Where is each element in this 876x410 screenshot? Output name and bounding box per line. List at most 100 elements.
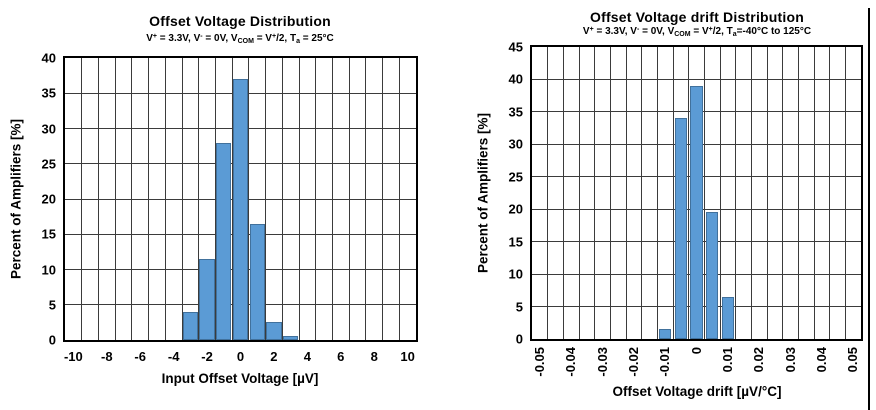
- y-tick-label: 30: [508, 136, 523, 152]
- histogram-bar: [216, 142, 232, 340]
- subtitle-segment: = V: [690, 26, 709, 37]
- gridline-vertical: [813, 47, 815, 339]
- histogram-bar: [721, 296, 735, 339]
- x-tick-label: 0.04: [813, 347, 829, 373]
- subtitle-segment: COM: [674, 31, 691, 38]
- x-tick-label: 0.05: [845, 347, 861, 373]
- gridline-vertical: [703, 47, 705, 339]
- x-tick-label: -4: [167, 349, 180, 364]
- x-axis-title: Input Offset Voltage [µV]: [161, 371, 319, 386]
- subtitle-segment: = 0V, V: [639, 26, 675, 37]
- y-tick-label: 15: [41, 226, 56, 242]
- x-tick-label: -0.02: [625, 347, 641, 377]
- x-tick-label: -6: [134, 349, 146, 364]
- histogram-bar: [658, 328, 672, 339]
- chart-title: Offset Voltage drift Distribution: [589, 9, 805, 25]
- plot-area: [63, 56, 418, 342]
- gridline-vertical: [797, 47, 799, 339]
- subtitle-segment: V: [146, 33, 153, 44]
- y-tick-label: 20: [508, 201, 523, 217]
- y-tick-label: 35: [508, 104, 523, 120]
- subtitle-segment: a: [296, 38, 301, 45]
- page-border-line: [868, 8, 870, 410]
- x-tick-label: 0: [688, 347, 704, 355]
- y-tick-label: 10: [41, 262, 56, 277]
- y-tick-label: 5: [515, 299, 523, 315]
- histogram-bar: [249, 223, 265, 340]
- y-tick-label: 40: [41, 50, 56, 66]
- histogram-bar: [705, 212, 719, 339]
- subtitle-segment: +: [271, 33, 277, 40]
- subtitle-segment: a: [732, 31, 737, 38]
- subtitle-segment: = 0V, V: [202, 33, 238, 44]
- x-tick-label: 2: [270, 349, 278, 364]
- histogram-bar: [266, 322, 282, 340]
- histogram-bar: [182, 311, 199, 340]
- x-tick-label: 0: [236, 349, 245, 364]
- histogram-bar: [199, 258, 215, 340]
- y-axis-title: Percent of Amplifiers [%]: [475, 112, 491, 274]
- gridline-vertical: [641, 47, 643, 339]
- chart-title: Offset Voltage Distribution: [149, 13, 331, 29]
- gridline-vertical: [719, 47, 721, 339]
- gridline-vertical: [625, 47, 627, 339]
- gridline-vertical: [688, 47, 690, 339]
- x-tick-label: -8: [101, 349, 113, 364]
- chart-subtitle: V+ = 3.3V, V- = 0V, VCOM = V+/2, Ta = 25…: [146, 33, 334, 45]
- subtitle-segment: =-40°C to 125°C: [736, 26, 812, 37]
- subtitle-segment: +: [589, 26, 594, 33]
- subtitle-segment: /2, T: [712, 26, 733, 37]
- x-tick-label: -0.03: [594, 347, 610, 377]
- gridline-vertical: [562, 47, 564, 339]
- gridline-vertical: [594, 47, 596, 339]
- chart-subtitle: V+ = 3.3V, V- = 0V, VCOM = V+/2, Ta=-40°…: [583, 26, 811, 38]
- subtitle-segment: -: [636, 26, 640, 33]
- histogram-bar: [282, 336, 299, 340]
- subtitle-segment: V: [582, 26, 590, 37]
- subtitle-segment: = 25°C: [300, 33, 334, 44]
- y-tick-label: 15: [508, 234, 523, 250]
- x-tick-label: -10: [63, 349, 83, 364]
- y-tick-label: 45: [508, 39, 523, 55]
- subtitle-segment: -: [200, 33, 203, 40]
- y-tick-label: 5: [48, 297, 56, 313]
- histogram-bar: [232, 79, 249, 340]
- y-tick-label: 0: [515, 331, 523, 347]
- gridline-vertical: [672, 47, 674, 339]
- gridline-vertical: [609, 47, 611, 339]
- subtitle-segment: = V: [253, 33, 272, 44]
- x-tick-label: -2: [201, 349, 213, 364]
- subtitle-segment: = 3.3V, V: [593, 26, 637, 37]
- subtitle-segment: +: [152, 33, 158, 40]
- y-axis-title: Percent of Amplifiers [%]: [8, 118, 24, 280]
- x-tick-label: 8: [370, 349, 378, 364]
- y-tick-label: 35: [41, 85, 56, 101]
- x-tick-label: -0.01: [657, 347, 673, 377]
- gridline-horizontal: [532, 78, 861, 80]
- x-tick-label: 0.02: [751, 347, 767, 373]
- histogram-bar: [674, 118, 688, 339]
- gridline-vertical: [844, 47, 846, 339]
- gridline-vertical: [735, 47, 737, 339]
- x-tick-label: 0.03: [782, 347, 798, 373]
- gridline-vertical: [829, 47, 831, 339]
- x-tick-label: 0.01: [719, 347, 735, 373]
- y-tick-label: 0: [48, 332, 56, 348]
- subtitle-segment: +: [708, 26, 713, 33]
- x-axis-title: Offset Voltage drift [µV/°C]: [612, 384, 782, 399]
- y-tick-label: 25: [41, 156, 56, 172]
- y-tick-label: 10: [508, 266, 523, 282]
- histogram-bar: [690, 85, 703, 339]
- x-tick-label: -0.05: [531, 347, 547, 377]
- plot-area: [530, 45, 863, 341]
- y-tick-label: 20: [41, 191, 56, 207]
- subtitle-segment: COM: [237, 38, 254, 45]
- gridline-vertical: [656, 47, 658, 339]
- gridline-vertical: [547, 47, 549, 339]
- gridline-vertical: [578, 47, 580, 339]
- subtitle-segment: /2, T: [276, 33, 297, 44]
- gridline-vertical: [782, 47, 784, 339]
- x-tick-label: -0.04: [563, 347, 579, 377]
- y-tick-label: 25: [508, 169, 523, 185]
